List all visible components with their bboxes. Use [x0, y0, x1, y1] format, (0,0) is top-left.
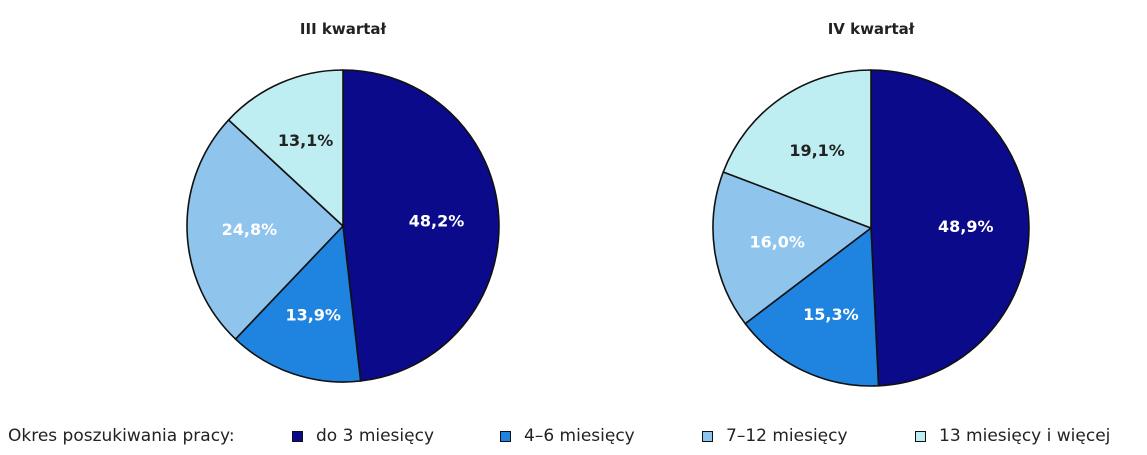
legend-swatch [702, 431, 713, 442]
legend-swatch [500, 431, 511, 442]
pie-slice-4-6-miesiecy [234, 225, 362, 383]
data-label-do-3-miesiecy: 48,2% [409, 212, 465, 231]
data-label-13-miesiecy-i-wiecej: 13,1% [278, 131, 334, 150]
pie-chart-q4: IV kwartał 48,9% 15,3% 16,0% 19,1% [712, 20, 1030, 387]
pie-slice-4-6-miesiecy [744, 227, 880, 387]
chart-title: III kwartał [300, 20, 387, 38]
legend-swatch [915, 431, 926, 442]
data-label-4-6-miesiecy: 13,9% [285, 306, 341, 325]
legend: Okres poszukiwania pracy: do 3 miesięcy … [0, 424, 1147, 452]
legend-label: 7–12 miesięcy [726, 426, 848, 446]
data-label-4-6-miesiecy: 15,3% [803, 305, 859, 324]
pie-slice-13-miesiecy-i-wiecej [227, 69, 344, 227]
legend-title: Okres poszukiwania pracy: [8, 426, 235, 446]
pie-slice-do-3-miesiecy [870, 69, 1030, 387]
pie-slice-13-miesiecy-i-wiecej [722, 69, 872, 229]
pie-charts: III kwartał 48,2% 13,9% 24,8% 13,1% IV kwart… [186, 20, 1030, 387]
legend-label: 4–6 miesięcy [524, 426, 635, 446]
data-label-7-12-miesiecy: 16,0% [749, 233, 805, 252]
chart-title: IV kwartał [828, 20, 915, 38]
legend-swatch [292, 431, 303, 442]
pie-slice-7-12-miesiecy [712, 171, 872, 325]
data-label-7-12-miesiecy: 24,8% [222, 220, 278, 239]
data-label-do-3-miesiecy: 48,9% [938, 217, 994, 236]
data-label-13-miesiecy-i-wiecej: 19,1% [789, 141, 845, 160]
legend-label: 13 miesięcy i więcej [939, 426, 1111, 446]
pie-slice-7-12-miesiecy [186, 119, 344, 340]
pie-slice-do-3-miesiecy [342, 69, 500, 382]
legend-label: do 3 miesięcy [316, 426, 435, 446]
pie-chart-q3: III kwartał 48,2% 13,9% 24,8% 13,1% [186, 20, 500, 383]
